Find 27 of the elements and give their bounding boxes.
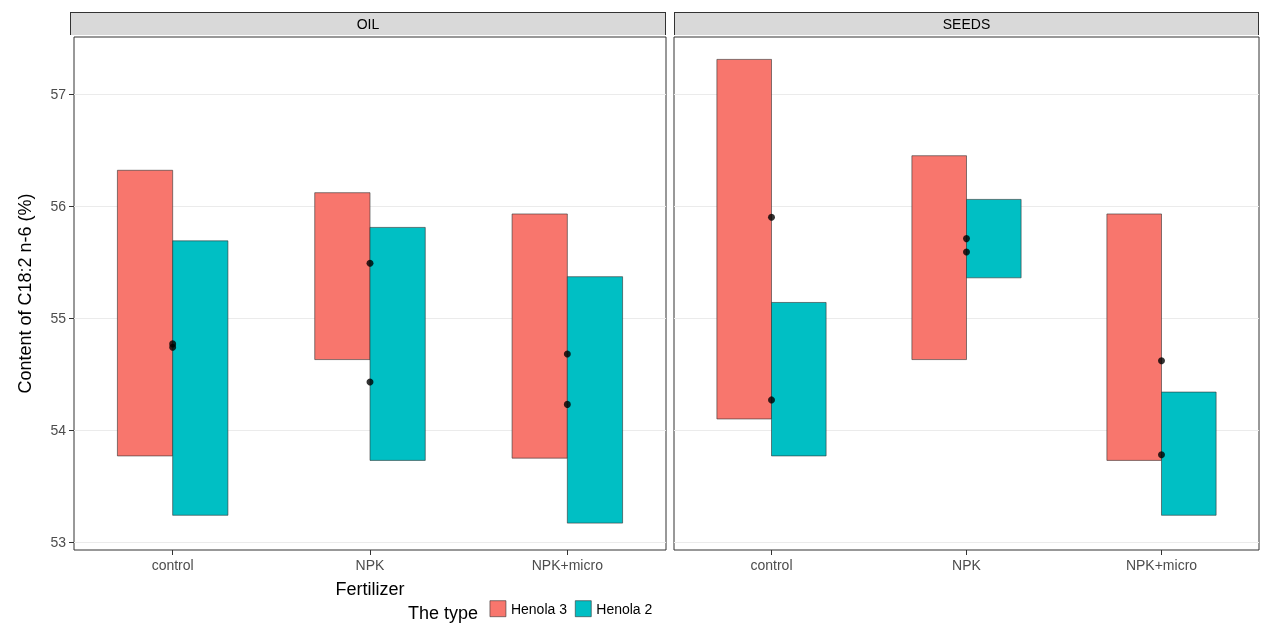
y-tick-label: 57 (50, 86, 67, 103)
x-tick-label: NPK+micro (1125, 557, 1198, 573)
point (563, 400, 571, 408)
point (563, 350, 571, 358)
point (768, 213, 775, 221)
x-tick-label: control (750, 557, 793, 573)
chart-title: OIL (70, 12, 666, 35)
x-axis-title: Fertilizer (335, 579, 405, 599)
y-tick-label: 55 (50, 310, 67, 327)
point (963, 248, 970, 256)
y-axis-title: Content of C18:2 n-6 (%) (15, 193, 35, 394)
point (1158, 357, 1165, 365)
x-tick-label: control (151, 557, 194, 573)
x-tick-label: NPK (355, 557, 386, 573)
point (768, 396, 775, 404)
y-tick-label: 53 (50, 534, 67, 551)
chart-title: SEEDS (674, 12, 1259, 35)
x-tick-label: NPK (952, 557, 982, 573)
y-tick-label: 54 (50, 422, 67, 439)
y-tick-label: 56 (50, 198, 67, 215)
legend-label: Henola 2 (596, 600, 653, 617)
point (963, 235, 970, 243)
legend-label: Henola 3 (510, 600, 568, 617)
point (1158, 451, 1165, 459)
legend-title: The type (407, 603, 479, 623)
x-tick-label: NPK+micro (531, 557, 604, 573)
point (366, 259, 374, 267)
